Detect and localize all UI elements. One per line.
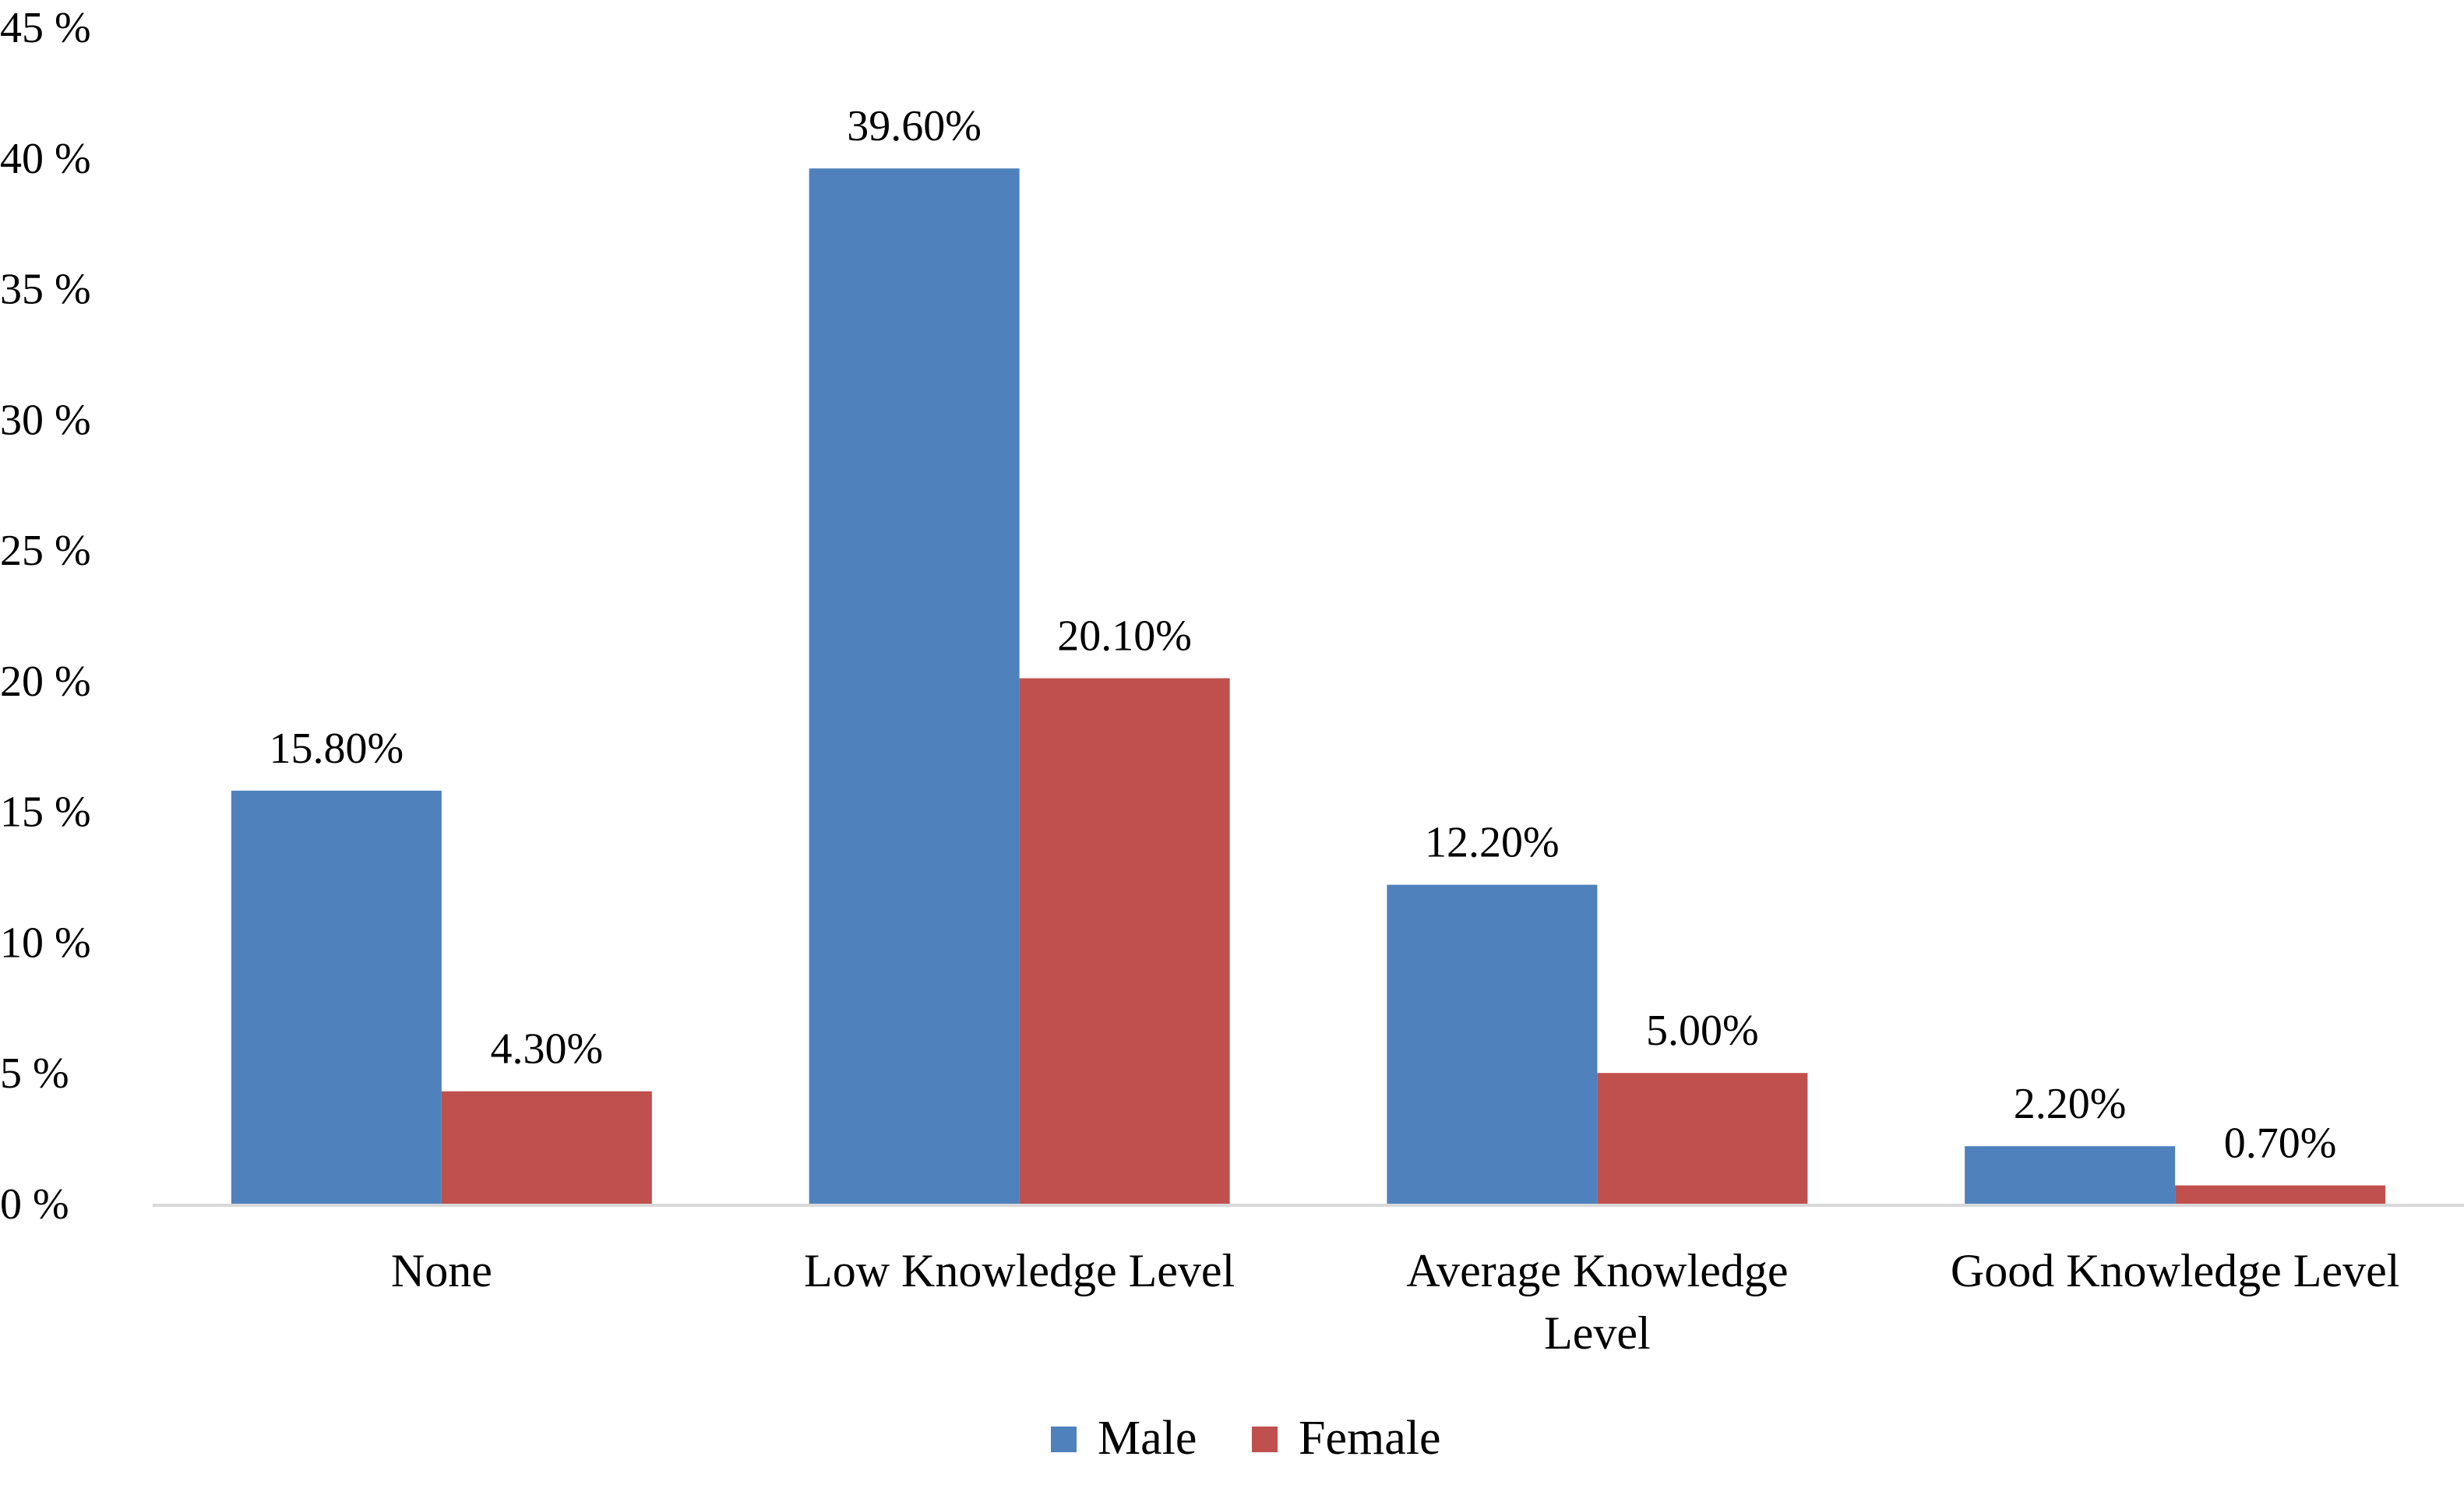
y-axis-ticks: 0 % 5 % 10 % 15 % 20 % 25 % 30 % 35 % 40 % 45 %	[0, 4, 91, 1229]
y-tick-label: 25 %	[0, 527, 91, 575]
data-labels: 15.80% 4.30% 39.60% 20.10% 12.20% 5.00% 2.20% 0…	[270, 102, 2337, 1167]
bar-female	[1597, 1073, 1808, 1204]
data-label-male: 12.20%	[1425, 819, 1560, 867]
bar-female	[2175, 1185, 2386, 1204]
y-tick-label: 20 %	[0, 658, 91, 706]
bar-male	[1965, 1146, 2176, 1204]
y-tick-label: 35 %	[0, 266, 91, 314]
bar-female	[1019, 678, 1230, 1204]
legend: Male Female	[1051, 1412, 1441, 1465]
y-tick-label: 0 %	[0, 1180, 69, 1229]
category-label: Average Knowledge Level	[1406, 1245, 1788, 1359]
data-label-female: 4.30%	[491, 1025, 604, 1074]
y-tick-label: 5 %	[0, 1049, 69, 1098]
legend-label-female: Female	[1299, 1412, 1441, 1465]
category-label: None	[391, 1245, 492, 1296]
y-tick-label: 15 %	[0, 788, 91, 837]
data-label-female: 20.10%	[1057, 612, 1192, 661]
y-tick-label: 40 %	[0, 135, 91, 183]
y-tick-label: 45 %	[0, 4, 91, 52]
data-label-male: 15.80%	[270, 725, 404, 773]
bar-male	[1387, 884, 1598, 1204]
legend-swatch-female	[1252, 1427, 1278, 1452]
bar-male	[231, 790, 442, 1204]
bar-male	[809, 168, 1020, 1204]
category-labels: None Low Knowledge Level Average Knowledge…	[391, 1245, 2399, 1359]
data-label-female: 5.00%	[1646, 1007, 1759, 1055]
legend-label-male: Male	[1098, 1412, 1197, 1465]
y-tick-label: 10 %	[0, 919, 91, 967]
bars	[231, 168, 2386, 1204]
category-label: Good Knowledge Level	[1951, 1245, 2400, 1296]
data-label-female: 0.70%	[2224, 1120, 2337, 1168]
y-tick-label: 30 %	[0, 396, 91, 444]
category-label: Low Knowledge Level	[804, 1245, 1235, 1296]
legend-swatch-male	[1051, 1427, 1077, 1452]
bar-female	[441, 1091, 652, 1204]
data-label-male: 2.20%	[2014, 1080, 2127, 1128]
data-label-male: 39.60%	[847, 102, 982, 150]
